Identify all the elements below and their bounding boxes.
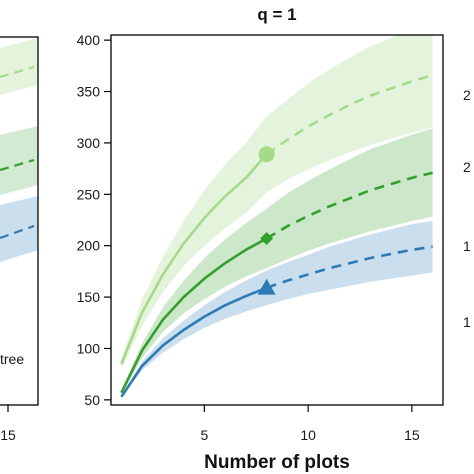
left-panel-band-blue [0, 196, 38, 262]
x-tick-label: 5 [200, 427, 208, 443]
left-panel-band-mid [0, 126, 38, 195]
extrapolated-line-diamond [265, 171, 433, 240]
y-tick-label: 400 [77, 32, 101, 48]
plot-area [120, 35, 433, 398]
right-panel-tick-fragment: 2 [463, 159, 471, 175]
left-panel-label-fragment: tree [0, 351, 24, 367]
left-panel-band-light [0, 38, 38, 95]
left-panel-line-blue [0, 224, 35, 240]
interpolated-line-diamond [120, 237, 268, 394]
interpolated-line-triangle [120, 286, 268, 398]
interpolated-line-circle [120, 153, 268, 365]
plot-frame [110, 34, 444, 406]
x-tick-label: 15 [404, 427, 420, 443]
y-tick-label: 300 [77, 135, 101, 151]
reference-point-diamond [260, 232, 274, 245]
x-tick-label: 10 [300, 427, 316, 443]
left-panel-frame [0, 36, 39, 406]
y-tick-label: 200 [77, 238, 101, 254]
y-tick-label: 150 [77, 289, 101, 305]
left-panel-line-mid [0, 158, 35, 172]
x-axis-label: Number of plots [204, 452, 350, 473]
extrapolated-line-circle [265, 73, 433, 156]
y-tick-label: 50 [84, 392, 100, 408]
left-panel: 15 tree [0, 36, 39, 443]
chart-title: q = 1 [257, 5, 296, 24]
right-panel-tick-fragment: 1 [463, 314, 471, 330]
reference-point-circle [258, 146, 275, 163]
confidence-band-circle [121, 35, 433, 369]
y-tick-label: 250 [77, 186, 101, 202]
right-panel-tick-fragment: 1 [463, 238, 471, 254]
left-panel-x-tick-label: 15 [0, 427, 16, 443]
right-panel: 2 2 1 1 [463, 87, 471, 330]
confidence-band-triangle [121, 221, 433, 398]
right-panel-tick-fragment: 2 [463, 87, 471, 103]
extrapolated-line-triangle [266, 245, 433, 290]
confidence-band-diamond [121, 128, 433, 395]
axes: 50 100 150 200 250 300 350 400 5 10 15 [77, 32, 420, 443]
left-panel-line-light [0, 65, 35, 79]
y-tick-label: 350 [77, 84, 101, 100]
y-tick-label: 100 [77, 340, 101, 356]
reference-point-triangle [257, 278, 276, 295]
